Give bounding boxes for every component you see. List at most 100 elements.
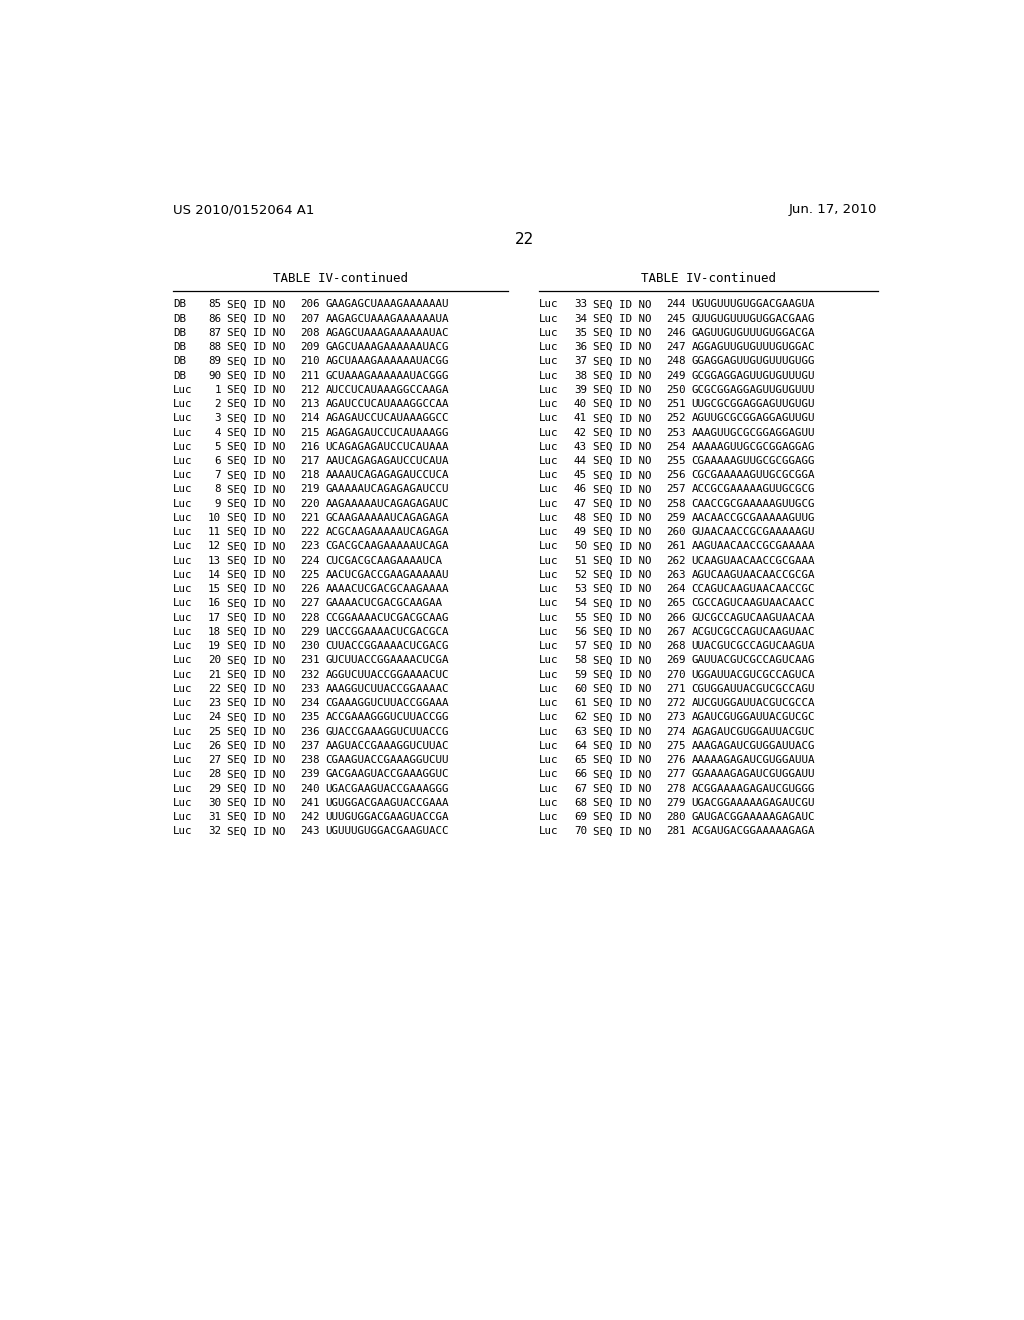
Text: 37: 37 — [573, 356, 587, 366]
Text: 230: 230 — [300, 642, 319, 651]
Text: 10: 10 — [208, 513, 221, 523]
Text: SEQ ID NO: SEQ ID NO — [227, 513, 286, 523]
Text: SEQ ID NO: SEQ ID NO — [593, 314, 651, 323]
Text: SEQ ID NO: SEQ ID NO — [227, 598, 286, 609]
Text: Luc: Luc — [173, 627, 193, 638]
Text: 44: 44 — [573, 455, 587, 466]
Text: 20: 20 — [208, 656, 221, 665]
Text: SEQ ID NO: SEQ ID NO — [593, 385, 651, 395]
Text: 59: 59 — [573, 669, 587, 680]
Text: Luc: Luc — [539, 741, 558, 751]
Text: SEQ ID NO: SEQ ID NO — [227, 385, 286, 395]
Text: Luc: Luc — [539, 327, 558, 338]
Text: 43: 43 — [573, 442, 587, 451]
Text: Luc: Luc — [173, 797, 193, 808]
Text: AAAAAGUUGCGCGGAGGAG: AAAAAGUUGCGCGGAGGAG — [691, 442, 815, 451]
Text: SEQ ID NO: SEQ ID NO — [593, 598, 651, 609]
Text: ACCGAAAGGGUCUUACCGG: ACCGAAAGGGUCUUACCGG — [326, 713, 450, 722]
Text: 68: 68 — [573, 797, 587, 808]
Text: SEQ ID NO: SEQ ID NO — [227, 314, 286, 323]
Text: Luc: Luc — [539, 314, 558, 323]
Text: 90: 90 — [208, 371, 221, 380]
Text: 268: 268 — [666, 642, 685, 651]
Text: 16: 16 — [208, 598, 221, 609]
Text: SEQ ID NO: SEQ ID NO — [227, 826, 286, 837]
Text: AUCGUGGAUUACGUCGCCA: AUCGUGGAUUACGUCGCCA — [691, 698, 815, 708]
Text: Luc: Luc — [173, 513, 193, 523]
Text: SEQ ID NO: SEQ ID NO — [227, 300, 286, 309]
Text: Luc: Luc — [173, 755, 193, 766]
Text: AGAUCCUCAUAAAGGCCAA: AGAUCCUCAUAAAGGCCAA — [326, 399, 450, 409]
Text: 272: 272 — [666, 698, 685, 708]
Text: AAAAAGAGAUCGUGGAUUA: AAAAAGAGAUCGUGGAUUA — [691, 755, 815, 766]
Text: 255: 255 — [666, 455, 685, 466]
Text: 87: 87 — [208, 327, 221, 338]
Text: 14: 14 — [208, 570, 221, 579]
Text: 3: 3 — [214, 413, 221, 424]
Text: ACGUCGCCAGUCAAGUAAC: ACGUCGCCAGUCAAGUAAC — [691, 627, 815, 638]
Text: AAUCAGAGAGAUCCUCAUA: AAUCAGAGAGAUCCUCAUA — [326, 455, 450, 466]
Text: 238: 238 — [300, 755, 319, 766]
Text: Luc: Luc — [539, 684, 558, 694]
Text: 209: 209 — [300, 342, 319, 352]
Text: SEQ ID NO: SEQ ID NO — [593, 470, 651, 480]
Text: AGAGCUAAAGAAAAAAUAC: AGAGCUAAAGAAAAAAUAC — [326, 327, 450, 338]
Text: SEQ ID NO: SEQ ID NO — [227, 327, 286, 338]
Text: UACCGGAAAACUCGACGCA: UACCGGAAAACUCGACGCA — [326, 627, 450, 638]
Text: Luc: Luc — [539, 612, 558, 623]
Text: AACAACCGCGAAAAAGUUG: AACAACCGCGAAAAAGUUG — [691, 513, 815, 523]
Text: SEQ ID NO: SEQ ID NO — [227, 684, 286, 694]
Text: SEQ ID NO: SEQ ID NO — [227, 669, 286, 680]
Text: 28: 28 — [208, 770, 221, 779]
Text: 7: 7 — [214, 470, 221, 480]
Text: Luc: Luc — [173, 713, 193, 722]
Text: TABLE IV-continued: TABLE IV-continued — [641, 272, 776, 285]
Text: GAUGACGGAAAAAGAGAUC: GAUGACGGAAAAAGAGAUC — [691, 812, 815, 822]
Text: GACGAAGUACCGAAAGGUC: GACGAAGUACCGAAAGGUC — [326, 770, 450, 779]
Text: Luc: Luc — [539, 556, 558, 566]
Text: SEQ ID NO: SEQ ID NO — [593, 428, 651, 437]
Text: 241: 241 — [300, 797, 319, 808]
Text: 269: 269 — [666, 656, 685, 665]
Text: Luc: Luc — [539, 770, 558, 779]
Text: 15: 15 — [208, 585, 221, 594]
Text: Luc: Luc — [539, 669, 558, 680]
Text: 223: 223 — [300, 541, 319, 552]
Text: SEQ ID NO: SEQ ID NO — [227, 470, 286, 480]
Text: 276: 276 — [666, 755, 685, 766]
Text: 263: 263 — [666, 570, 685, 579]
Text: Luc: Luc — [173, 385, 193, 395]
Text: SEQ ID NO: SEQ ID NO — [227, 541, 286, 552]
Text: 69: 69 — [573, 812, 587, 822]
Text: GGAGGAGUUGUGUUUGUGG: GGAGGAGUUGUGUUUGUGG — [691, 356, 815, 366]
Text: 62: 62 — [573, 713, 587, 722]
Text: 253: 253 — [666, 428, 685, 437]
Text: 70: 70 — [573, 826, 587, 837]
Text: 250: 250 — [666, 385, 685, 395]
Text: Luc: Luc — [539, 484, 558, 495]
Text: AAAGUUGCGCGGAGGAGUU: AAAGUUGCGCGGAGGAGUU — [691, 428, 815, 437]
Text: Luc: Luc — [173, 741, 193, 751]
Text: 27: 27 — [208, 755, 221, 766]
Text: 64: 64 — [573, 741, 587, 751]
Text: AGCUAAAGAAAAAAUACGG: AGCUAAAGAAAAAAUACGG — [326, 356, 450, 366]
Text: GAAGAGCUAAAGAAAAAAU: GAAGAGCUAAAGAAAAAAU — [326, 300, 450, 309]
Text: Luc: Luc — [539, 642, 558, 651]
Text: 278: 278 — [666, 784, 685, 793]
Text: 56: 56 — [573, 627, 587, 638]
Text: AGGUCUUACCGGAAAACUC: AGGUCUUACCGGAAAACUC — [326, 669, 450, 680]
Text: 256: 256 — [666, 470, 685, 480]
Text: 40: 40 — [573, 399, 587, 409]
Text: 266: 266 — [666, 612, 685, 623]
Text: DB: DB — [173, 327, 186, 338]
Text: 1: 1 — [214, 385, 221, 395]
Text: 219: 219 — [300, 484, 319, 495]
Text: US 2010/0152064 A1: US 2010/0152064 A1 — [173, 203, 314, 216]
Text: 57: 57 — [573, 642, 587, 651]
Text: SEQ ID NO: SEQ ID NO — [593, 812, 651, 822]
Text: 220: 220 — [300, 499, 319, 508]
Text: DB: DB — [173, 356, 186, 366]
Text: Luc: Luc — [173, 698, 193, 708]
Text: 206: 206 — [300, 300, 319, 309]
Text: SEQ ID NO: SEQ ID NO — [227, 627, 286, 638]
